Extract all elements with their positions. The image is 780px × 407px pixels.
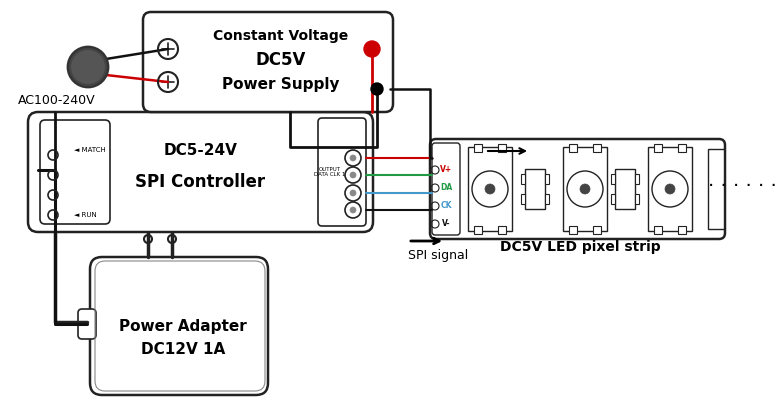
Bar: [593, 226, 601, 234]
Bar: [635, 174, 639, 184]
Text: DC12V 1A: DC12V 1A: [141, 341, 225, 357]
Text: Power Adapter: Power Adapter: [119, 319, 247, 335]
Text: CK: CK: [440, 201, 452, 210]
Bar: [545, 174, 549, 184]
Bar: [654, 144, 662, 152]
Text: OUTPUT
DATA CLK 1: OUTPUT DATA CLK 1: [314, 166, 346, 177]
Bar: [635, 194, 639, 204]
FancyBboxPatch shape: [432, 143, 460, 235]
Bar: [569, 144, 577, 152]
Text: DC5V LED pixel strip: DC5V LED pixel strip: [500, 240, 661, 254]
Text: DC5-24V: DC5-24V: [164, 143, 237, 158]
Bar: [678, 144, 686, 152]
Text: SPI Controller: SPI Controller: [136, 173, 265, 190]
Bar: [678, 226, 686, 234]
FancyBboxPatch shape: [90, 257, 268, 395]
Circle shape: [580, 184, 590, 194]
FancyBboxPatch shape: [143, 12, 393, 112]
Bar: [498, 226, 506, 234]
Text: SPI signal: SPI signal: [408, 249, 468, 262]
Circle shape: [350, 207, 356, 213]
Circle shape: [371, 83, 383, 95]
Bar: [498, 144, 506, 152]
FancyBboxPatch shape: [78, 309, 96, 339]
Bar: [569, 226, 577, 234]
FancyBboxPatch shape: [28, 112, 373, 232]
Bar: [521, 194, 525, 204]
Text: Constant Voltage: Constant Voltage: [213, 29, 348, 43]
Bar: [545, 194, 549, 204]
Bar: [525, 169, 545, 209]
FancyBboxPatch shape: [318, 118, 366, 226]
Bar: [611, 174, 615, 184]
Text: DA: DA: [440, 184, 452, 193]
FancyBboxPatch shape: [430, 139, 725, 239]
Text: AC100-240V: AC100-240V: [18, 94, 96, 107]
Bar: [615, 169, 635, 209]
Circle shape: [350, 172, 356, 178]
Bar: [474, 144, 482, 152]
Text: ◄ RUN: ◄ RUN: [74, 212, 97, 218]
Circle shape: [665, 184, 675, 194]
Text: Power Supply: Power Supply: [222, 77, 339, 92]
Bar: [563, 147, 607, 231]
Circle shape: [350, 190, 356, 196]
Circle shape: [485, 184, 495, 194]
Text: DC5V: DC5V: [255, 51, 306, 69]
Circle shape: [70, 49, 106, 85]
Bar: [468, 147, 512, 231]
Text: ◄ MATCH: ◄ MATCH: [74, 147, 106, 153]
Bar: [474, 226, 482, 234]
Bar: [648, 147, 692, 231]
Text: · · · · · ·: · · · · · ·: [707, 177, 776, 197]
Circle shape: [68, 47, 108, 87]
Bar: [521, 174, 525, 184]
Circle shape: [364, 41, 380, 57]
FancyBboxPatch shape: [40, 120, 110, 224]
Bar: [654, 226, 662, 234]
Circle shape: [350, 155, 356, 161]
Bar: [708, 149, 724, 229]
Text: V+: V+: [440, 166, 452, 175]
Bar: [611, 194, 615, 204]
Bar: [593, 144, 601, 152]
Text: V-: V-: [441, 219, 450, 228]
